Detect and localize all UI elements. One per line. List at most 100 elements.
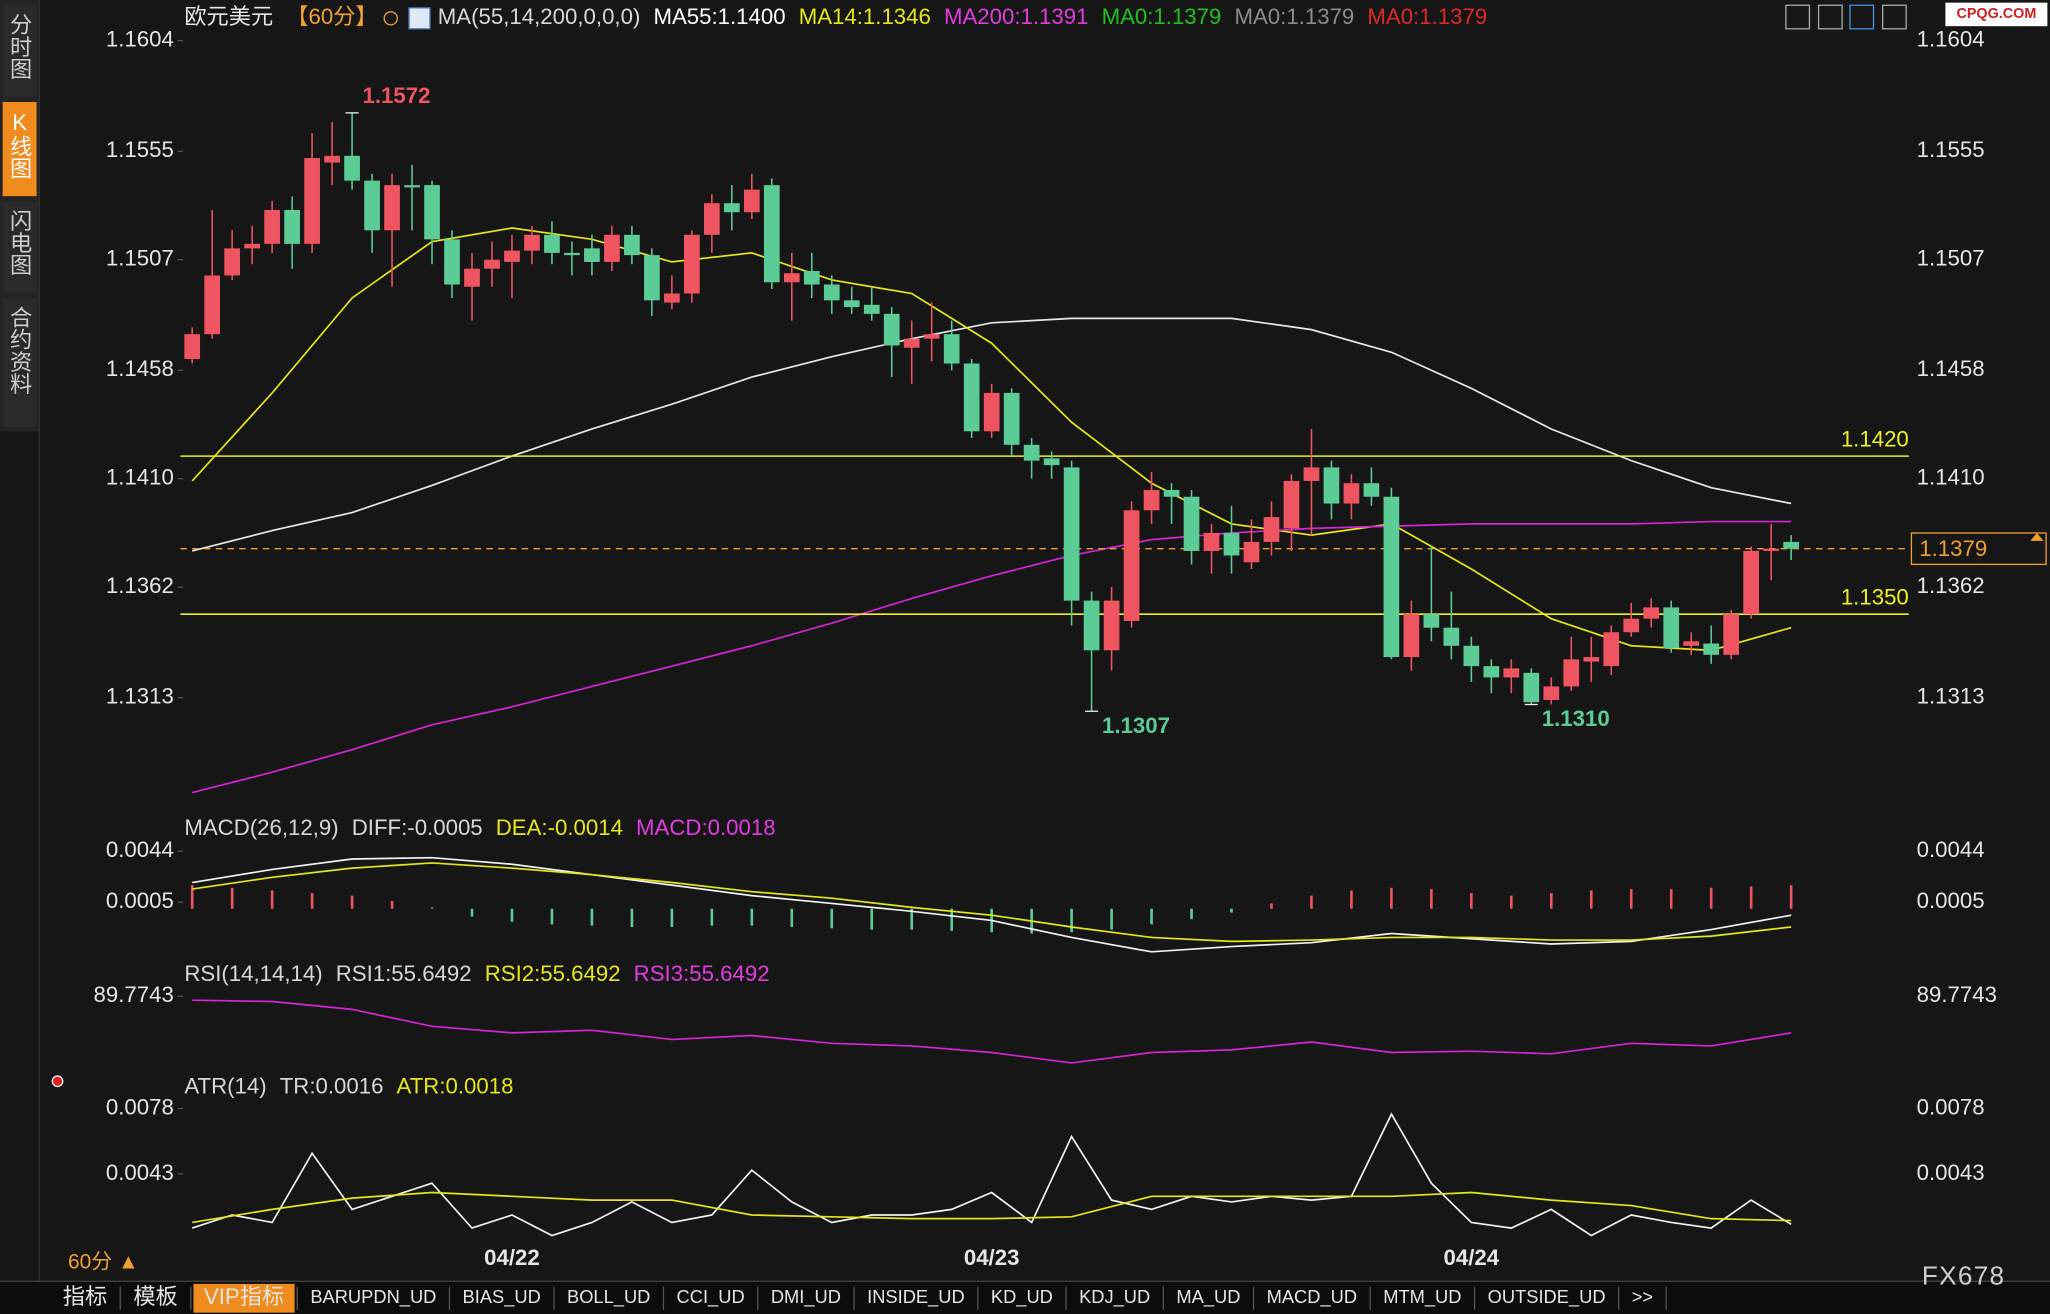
candle-body xyxy=(883,313,900,346)
y-tick-label: 1.1410 xyxy=(106,465,174,490)
bottom-tab[interactable] xyxy=(299,1283,447,1313)
bottom-tab-label[interactable]: 模板 xyxy=(133,1284,177,1309)
y-tick-label: 1.1362 xyxy=(106,573,174,598)
histogram-bar xyxy=(1549,892,1553,909)
histogram-bar xyxy=(1230,908,1233,913)
candle-body xyxy=(803,270,820,285)
x-tick-label: 04/23 xyxy=(964,1245,1020,1270)
y-tick-label-right: 89.7743 xyxy=(1917,982,1997,1007)
bottom-tab[interactable] xyxy=(856,1283,976,1313)
legend-item: RSI(14,14,14) xyxy=(184,961,322,986)
icon[interactable] xyxy=(1881,4,1907,30)
histogram-bar xyxy=(750,908,754,926)
bottom-tab[interactable] xyxy=(1621,1283,1664,1313)
y-tick-label: 0.0078 xyxy=(106,1094,174,1119)
bottom-tab-label[interactable]: CCI_UD xyxy=(677,1286,745,1308)
side-tab[interactable] xyxy=(2,298,37,427)
side-tab-label[interactable]: 分时图 xyxy=(7,13,32,80)
side-tab[interactable] xyxy=(2,102,37,197)
side-tab-label[interactable]: 闪电图 xyxy=(7,209,32,276)
bottom-tab[interactable] xyxy=(122,1283,189,1313)
bottom-tab-label[interactable]: MA_UD xyxy=(1176,1286,1240,1308)
line-series xyxy=(191,1112,1792,1237)
y-tick-label-right: 0.0005 xyxy=(1917,888,1985,913)
candle-body xyxy=(1203,532,1220,551)
icon[interactable] xyxy=(1785,4,1811,30)
bottom-tab-label[interactable]: OUTSIDE_UD xyxy=(1488,1286,1606,1308)
bottom-tab-label[interactable]: BARUPDN_UD xyxy=(310,1286,436,1308)
bottom-tab[interactable] xyxy=(1068,1283,1161,1313)
bottom-tab-label[interactable]: MACD_UD xyxy=(1267,1286,1357,1308)
y-tick-label: 1.1313 xyxy=(106,684,174,709)
candle-body xyxy=(1703,643,1720,655)
bottom-tab-label[interactable]: DMI_UD xyxy=(771,1286,841,1308)
bottom-tab-label[interactable]: >> xyxy=(1632,1286,1653,1307)
side-tab-label[interactable]: 合约资料 xyxy=(7,306,32,396)
histogram-bar xyxy=(670,908,674,927)
bottom-tab-label[interactable]: MTM_UD xyxy=(1383,1286,1461,1308)
bottom-tab-label[interactable]: BIAS_UD xyxy=(463,1286,541,1308)
icon[interactable] xyxy=(1817,4,1843,30)
side-tab[interactable] xyxy=(2,5,37,97)
bottom-tab-label[interactable]: 指标 xyxy=(63,1284,107,1309)
candle-body xyxy=(1123,510,1140,621)
add-icon[interactable] xyxy=(383,11,398,26)
period-button[interactable]: 60分 ▲ xyxy=(68,1251,139,1274)
y-tick-label-right: 0.0044 xyxy=(1917,837,1985,862)
bottom-tab[interactable] xyxy=(980,1283,1064,1313)
legend-item: MA200:1.1391 xyxy=(944,4,1089,29)
line-series xyxy=(191,317,1792,552)
candle-body xyxy=(624,234,640,256)
bottom-tab[interactable] xyxy=(1165,1283,1251,1313)
candle-body xyxy=(504,250,520,262)
toolbar-icons[interactable] xyxy=(1785,4,1907,30)
watermark: CPQG.COM xyxy=(1956,6,2036,22)
histogram-bar xyxy=(310,892,314,909)
candle-body xyxy=(1283,480,1300,529)
side-tab[interactable] xyxy=(2,201,37,293)
candle-body xyxy=(983,392,1000,432)
last-price-marker xyxy=(2030,532,2044,541)
bottom-tab[interactable] xyxy=(1256,1283,1368,1313)
candle-body xyxy=(644,255,660,301)
line-series xyxy=(192,999,1792,1064)
legend-item: MA0:1.1379 xyxy=(1367,4,1487,29)
bottom-tab-label[interactable]: BOLL_UD xyxy=(567,1286,650,1308)
histogram-bar xyxy=(1390,887,1393,909)
side-tab-label[interactable]: K线图 xyxy=(7,110,32,180)
candle-body xyxy=(704,203,720,235)
indicator-icon[interactable] xyxy=(51,1075,64,1088)
bottom-tab[interactable] xyxy=(52,1283,118,1313)
histogram-bar xyxy=(1070,908,1073,933)
line-series xyxy=(192,856,1792,953)
candle-body xyxy=(384,185,400,231)
bottom-tab[interactable] xyxy=(666,1283,756,1313)
candle-body xyxy=(1103,600,1120,651)
candle-body xyxy=(1243,541,1260,563)
bottom-tab[interactable] xyxy=(1372,1283,1472,1313)
legend-item: MA14:1.1346 xyxy=(799,4,931,29)
candle-body xyxy=(1183,496,1200,551)
histogram-bar xyxy=(1709,887,1713,909)
bottom-tab-label[interactable]: KD_UD xyxy=(991,1286,1053,1308)
candle-body xyxy=(1563,659,1580,687)
bottom-tab-label[interactable]: KDJ_UD xyxy=(1079,1286,1150,1308)
bottom-tab-label[interactable]: INSIDE_UD xyxy=(867,1286,965,1308)
bottom-tab[interactable] xyxy=(760,1283,852,1313)
bottom-tab[interactable] xyxy=(193,1283,295,1313)
candle-body xyxy=(344,155,360,181)
candle-body xyxy=(444,239,460,285)
y-tick-label-right: 1.1410 xyxy=(1917,465,1985,490)
candle-body xyxy=(584,248,600,262)
bottom-tab[interactable] xyxy=(452,1283,552,1313)
histogram-bar xyxy=(1669,889,1673,909)
histogram-bar xyxy=(470,908,474,917)
icon[interactable] xyxy=(1849,4,1875,30)
bottom-tab[interactable] xyxy=(556,1283,661,1313)
legend-item: ATR(14) xyxy=(184,1074,266,1099)
histogram-bar xyxy=(1430,889,1433,909)
bottom-tab[interactable] xyxy=(1477,1283,1617,1313)
bottom-tab-label[interactable]: VIP指标 xyxy=(204,1284,284,1309)
